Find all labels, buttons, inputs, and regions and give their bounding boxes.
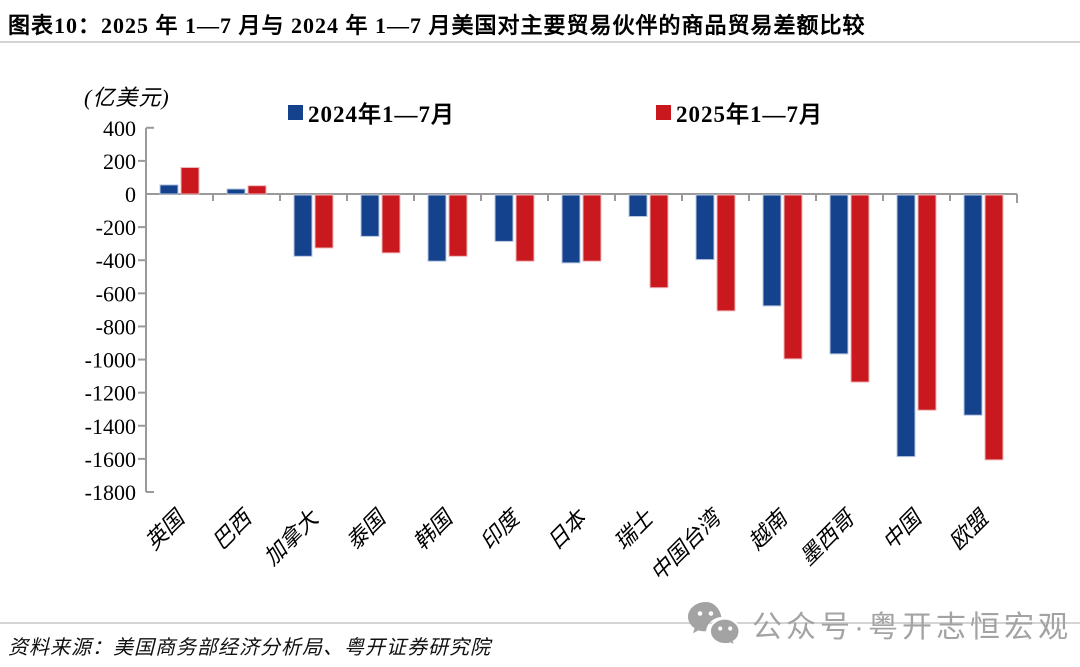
y-tick-label: -600 [96, 281, 136, 306]
bar-2025年1—7月-巴西 [247, 185, 267, 195]
legend-swatch-2025 [656, 104, 671, 120]
x-tick-label-墨西哥: 墨西哥 [795, 504, 861, 570]
legend-item-2025: 2025年1—7月 [656, 95, 823, 129]
bar-2025年1—7月-中国 [917, 194, 937, 411]
bar-2025年1—7月-韩国 [448, 194, 468, 257]
bar-2024年1—7月-中国 [896, 194, 916, 458]
y-tick-label: -1800 [85, 480, 136, 505]
bar-2024年1—7月-韩国 [427, 194, 447, 262]
chart-title: 图表10：2025 年 1—7 月与 2024 年 1—7 月美国对主要贸易伙伴… [8, 13, 866, 38]
x-tick-label-韩国: 韩国 [408, 504, 459, 555]
bar-2024年1—7月-中国台湾 [695, 194, 715, 261]
bar-2024年1—7月-泰国 [360, 194, 380, 237]
title-divider [0, 41, 1080, 43]
bar-2025年1—7月-英国 [180, 167, 200, 195]
y-axis-unit-label: (亿美元) [84, 85, 170, 110]
x-tick-label-巴西: 巴西 [207, 504, 258, 555]
x-tick-label-欧盟: 欧盟 [944, 504, 995, 555]
legend-label-2024: 2024年1—7月 [308, 102, 455, 127]
bar-2025年1—7月-瑞士 [649, 194, 669, 289]
bar-2024年1—7月-瑞士 [628, 194, 648, 217]
y-tick-label: -800 [96, 314, 136, 339]
bar-2025年1—7月-加拿大 [314, 194, 334, 249]
legend-label-2025: 2025年1—7月 [676, 102, 823, 127]
bar-2025年1—7月-泰国 [381, 194, 401, 254]
watermark-text: 公众号·粤开志恒宏观 [752, 611, 1072, 644]
y-tick-label: 400 [103, 116, 136, 141]
x-tick-label-日本: 日本 [542, 504, 593, 555]
wechat-icon [688, 602, 741, 648]
bar-2025年1—7月-中国台湾 [716, 194, 736, 312]
bar-2024年1—7月-印度 [494, 194, 514, 242]
bar-2025年1—7月-印度 [515, 194, 535, 262]
y-tick-label: 0 [125, 182, 136, 207]
bar-2024年1—7月-英国 [159, 184, 179, 195]
source-note: 资料来源：美国商务部经济分析局、粤开证券研究院 [8, 637, 491, 659]
legend-swatch-2024 [288, 104, 303, 120]
bar-2024年1—7月-巴西 [226, 188, 246, 195]
y-tick-label: -1600 [85, 447, 136, 472]
bar-2025年1—7月-墨西哥 [850, 194, 870, 383]
watermark: 公众号·粤开志恒宏观 [686, 600, 1072, 648]
y-tick-label: -400 [96, 248, 136, 273]
x-tick-label-泰国: 泰国 [341, 504, 392, 555]
x-tick-label-印度: 印度 [475, 504, 526, 555]
footer-divider [0, 622, 1080, 624]
x-tick-label-中国台湾: 中国台湾 [645, 503, 728, 586]
x-tick-label-越南: 越南 [743, 504, 794, 555]
bar-2025年1—7月-欧盟 [984, 194, 1004, 461]
y-tick-label: -1400 [85, 414, 136, 439]
bar-2024年1—7月-日本 [561, 194, 581, 264]
bar-2024年1—7月-墨西哥 [829, 194, 849, 355]
bar-2024年1—7月-加拿大 [293, 194, 313, 257]
bar-2025年1—7月-越南 [783, 194, 803, 360]
x-tick-label-英国: 英国 [140, 504, 191, 555]
bar-2024年1—7月-越南 [762, 194, 782, 307]
bar-2025年1—7月-日本 [582, 194, 602, 262]
y-tick-label: -1000 [85, 348, 136, 373]
legend-item-2024: 2024年1—7月 [288, 95, 455, 129]
y-tick-label: -1200 [85, 381, 136, 406]
x-tick-label-加拿大: 加拿大 [259, 504, 325, 570]
y-tick-label: -200 [96, 215, 136, 240]
bar-2024年1—7月-欧盟 [963, 194, 983, 416]
x-tick-label-瑞士: 瑞士 [609, 504, 659, 554]
x-tick-label-中国: 中国 [877, 504, 928, 555]
y-tick-label: 200 [103, 149, 136, 174]
